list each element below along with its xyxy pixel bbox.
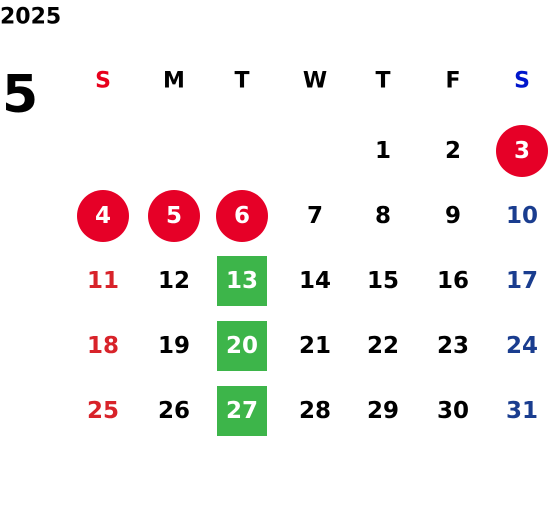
holiday-circle <box>496 125 548 177</box>
day: 25 <box>87 398 119 424</box>
holiday-circle <box>148 190 200 242</box>
weekday: S <box>514 69 530 94</box>
day: 23 <box>437 333 469 359</box>
day: 29 <box>367 398 399 424</box>
weekday: F <box>445 69 460 94</box>
day: 16 <box>437 268 469 294</box>
day: 2 <box>445 138 461 164</box>
highlight-square <box>217 256 267 306</box>
day: 11 <box>87 268 119 294</box>
day: 22 <box>367 333 399 359</box>
weekday: S <box>95 69 111 94</box>
holiday-circle <box>77 190 129 242</box>
day: 24 <box>506 333 538 359</box>
holiday-circle <box>216 190 268 242</box>
weekday: W <box>303 69 327 94</box>
day: 26 <box>158 398 190 424</box>
day: 20 <box>226 333 258 359</box>
day: 9 <box>445 203 461 229</box>
day: 27 <box>226 398 258 424</box>
day: 28 <box>299 398 331 424</box>
day: 8 <box>375 203 391 229</box>
day: 21 <box>299 333 331 359</box>
day: 30 <box>437 398 469 424</box>
day: 12 <box>158 268 190 294</box>
day: 13 <box>226 268 258 294</box>
weekday: T <box>375 69 390 94</box>
weekday: M <box>163 69 185 94</box>
month: 5 <box>2 65 38 125</box>
day: 18 <box>87 333 119 359</box>
day: 19 <box>158 333 190 359</box>
day: 31 <box>506 398 538 424</box>
weekday: T <box>234 69 249 94</box>
day: 5 <box>166 203 182 229</box>
day: 3 <box>514 138 530 164</box>
day: 17 <box>506 268 538 294</box>
year: 2025 <box>0 5 61 30</box>
day: 10 <box>506 203 538 229</box>
day: 4 <box>95 203 111 229</box>
day: 15 <box>367 268 399 294</box>
highlight-square <box>217 386 267 436</box>
day: 1 <box>375 138 391 164</box>
highlight-square <box>217 321 267 371</box>
day: 14 <box>299 268 331 294</box>
day: 6 <box>234 203 250 229</box>
day: 7 <box>307 203 323 229</box>
